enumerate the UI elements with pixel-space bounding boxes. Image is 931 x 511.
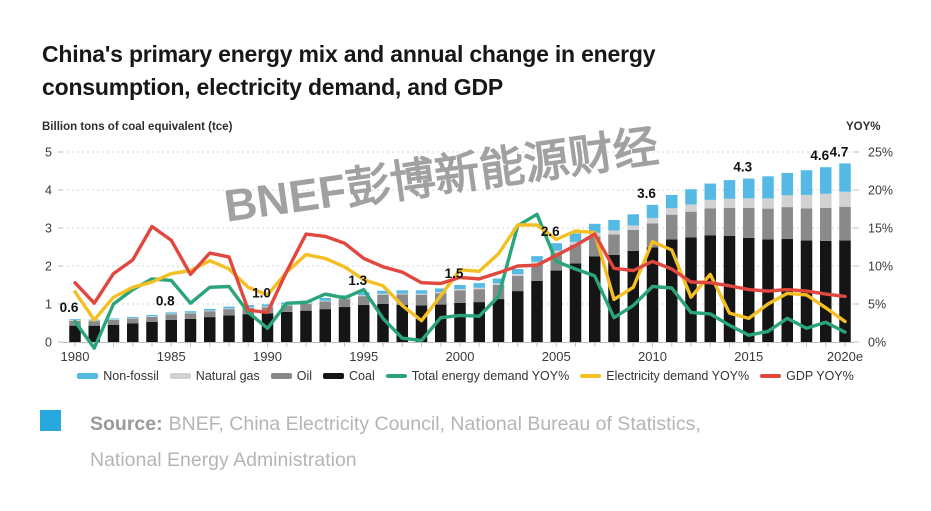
legend-label: GDP YOY% (786, 369, 854, 383)
source-block: Source: BNEF, China Electricity Council, … (40, 406, 900, 478)
chart-title-line2: consumption, electricity demand, and GDP (42, 74, 504, 100)
svg-text:15%: 15% (868, 222, 893, 236)
legend-chip-bar (270, 373, 292, 379)
svg-text:4: 4 (45, 184, 52, 198)
legend-item: Total energy demand YOY% (385, 369, 570, 383)
legend-chip-bar (77, 373, 99, 379)
chart-title: China's primary energy mix and annual ch… (42, 38, 822, 104)
svg-text:0.8: 0.8 (156, 293, 175, 308)
svg-text:0.6: 0.6 (60, 300, 79, 315)
svg-text:1985: 1985 (157, 349, 186, 364)
legend-chip-line (580, 374, 602, 378)
svg-text:2015: 2015 (734, 349, 763, 364)
svg-text:2.6: 2.6 (541, 224, 560, 239)
legend-item: Non-fossil (77, 369, 159, 383)
source-text: Source: BNEF, China Electricity Council, … (90, 406, 701, 478)
svg-text:1980: 1980 (61, 349, 90, 364)
legend-label: Non-fossil (103, 369, 159, 383)
svg-text:0: 0 (45, 336, 52, 350)
legend-label: Oil (296, 369, 313, 383)
svg-text:20%: 20% (868, 184, 893, 198)
legend-label: Coal (349, 369, 375, 383)
svg-text:4.7: 4.7 (830, 144, 849, 159)
legend-item: Oil (270, 369, 313, 383)
legend-item: Natural gas (169, 369, 260, 383)
svg-text:2005: 2005 (542, 349, 571, 364)
legend-item: Electricity demand YOY% (580, 369, 749, 383)
svg-text:25%: 25% (868, 146, 893, 160)
svg-text:2020e: 2020e (827, 349, 863, 364)
chart-title-line1: China's primary energy mix and annual ch… (42, 41, 656, 67)
svg-text:3.6: 3.6 (637, 186, 656, 201)
source-line1: BNEF, China Electricity Council, Nationa… (168, 413, 701, 435)
svg-text:2010: 2010 (638, 349, 667, 364)
svg-text:1.3: 1.3 (348, 273, 367, 288)
legend-label: Natural gas (195, 369, 260, 383)
svg-text:4.3: 4.3 (733, 160, 752, 175)
legend-item: GDP YOY% (760, 369, 854, 383)
svg-text:1.5: 1.5 (445, 266, 464, 281)
legend-label: Electricity demand YOY% (606, 369, 750, 383)
svg-text:1995: 1995 (349, 349, 378, 364)
svg-text:10%: 10% (868, 260, 893, 274)
svg-text:5%: 5% (868, 298, 886, 312)
legend-chip-line (385, 374, 407, 378)
legend-chip-line (760, 374, 782, 378)
svg-text:5: 5 (45, 146, 52, 160)
svg-text:1: 1 (45, 298, 52, 312)
source-bullet-square (40, 410, 61, 431)
source-line2: National Energy Administration (90, 449, 357, 471)
source-label: Source: (90, 413, 163, 435)
right-axis-title: YOY% (846, 121, 881, 133)
energy-mix-chart: 0 0%1 5%2 10%3 15%4 20%5 25%1980 1985 1990 1995 20… (45, 144, 893, 364)
svg-text:1.0: 1.0 (252, 285, 271, 300)
legend-item: Coal (323, 369, 375, 383)
legend-label: Total energy demand YOY% (411, 369, 570, 383)
svg-text:2000: 2000 (446, 349, 475, 364)
legend-chip-bar (323, 373, 345, 379)
svg-text:2: 2 (45, 260, 52, 274)
svg-text:1990: 1990 (253, 349, 282, 364)
chart-legend: Non-fossil Natural gas Oil Coal Total energy… (0, 369, 931, 383)
svg-text:0%: 0% (868, 336, 886, 350)
svg-text:4.6: 4.6 (810, 148, 829, 163)
left-axis-title: Billion tons of coal equivalent (tce) (42, 121, 233, 133)
svg-text:3: 3 (45, 222, 52, 236)
legend-chip-bar (169, 373, 191, 379)
